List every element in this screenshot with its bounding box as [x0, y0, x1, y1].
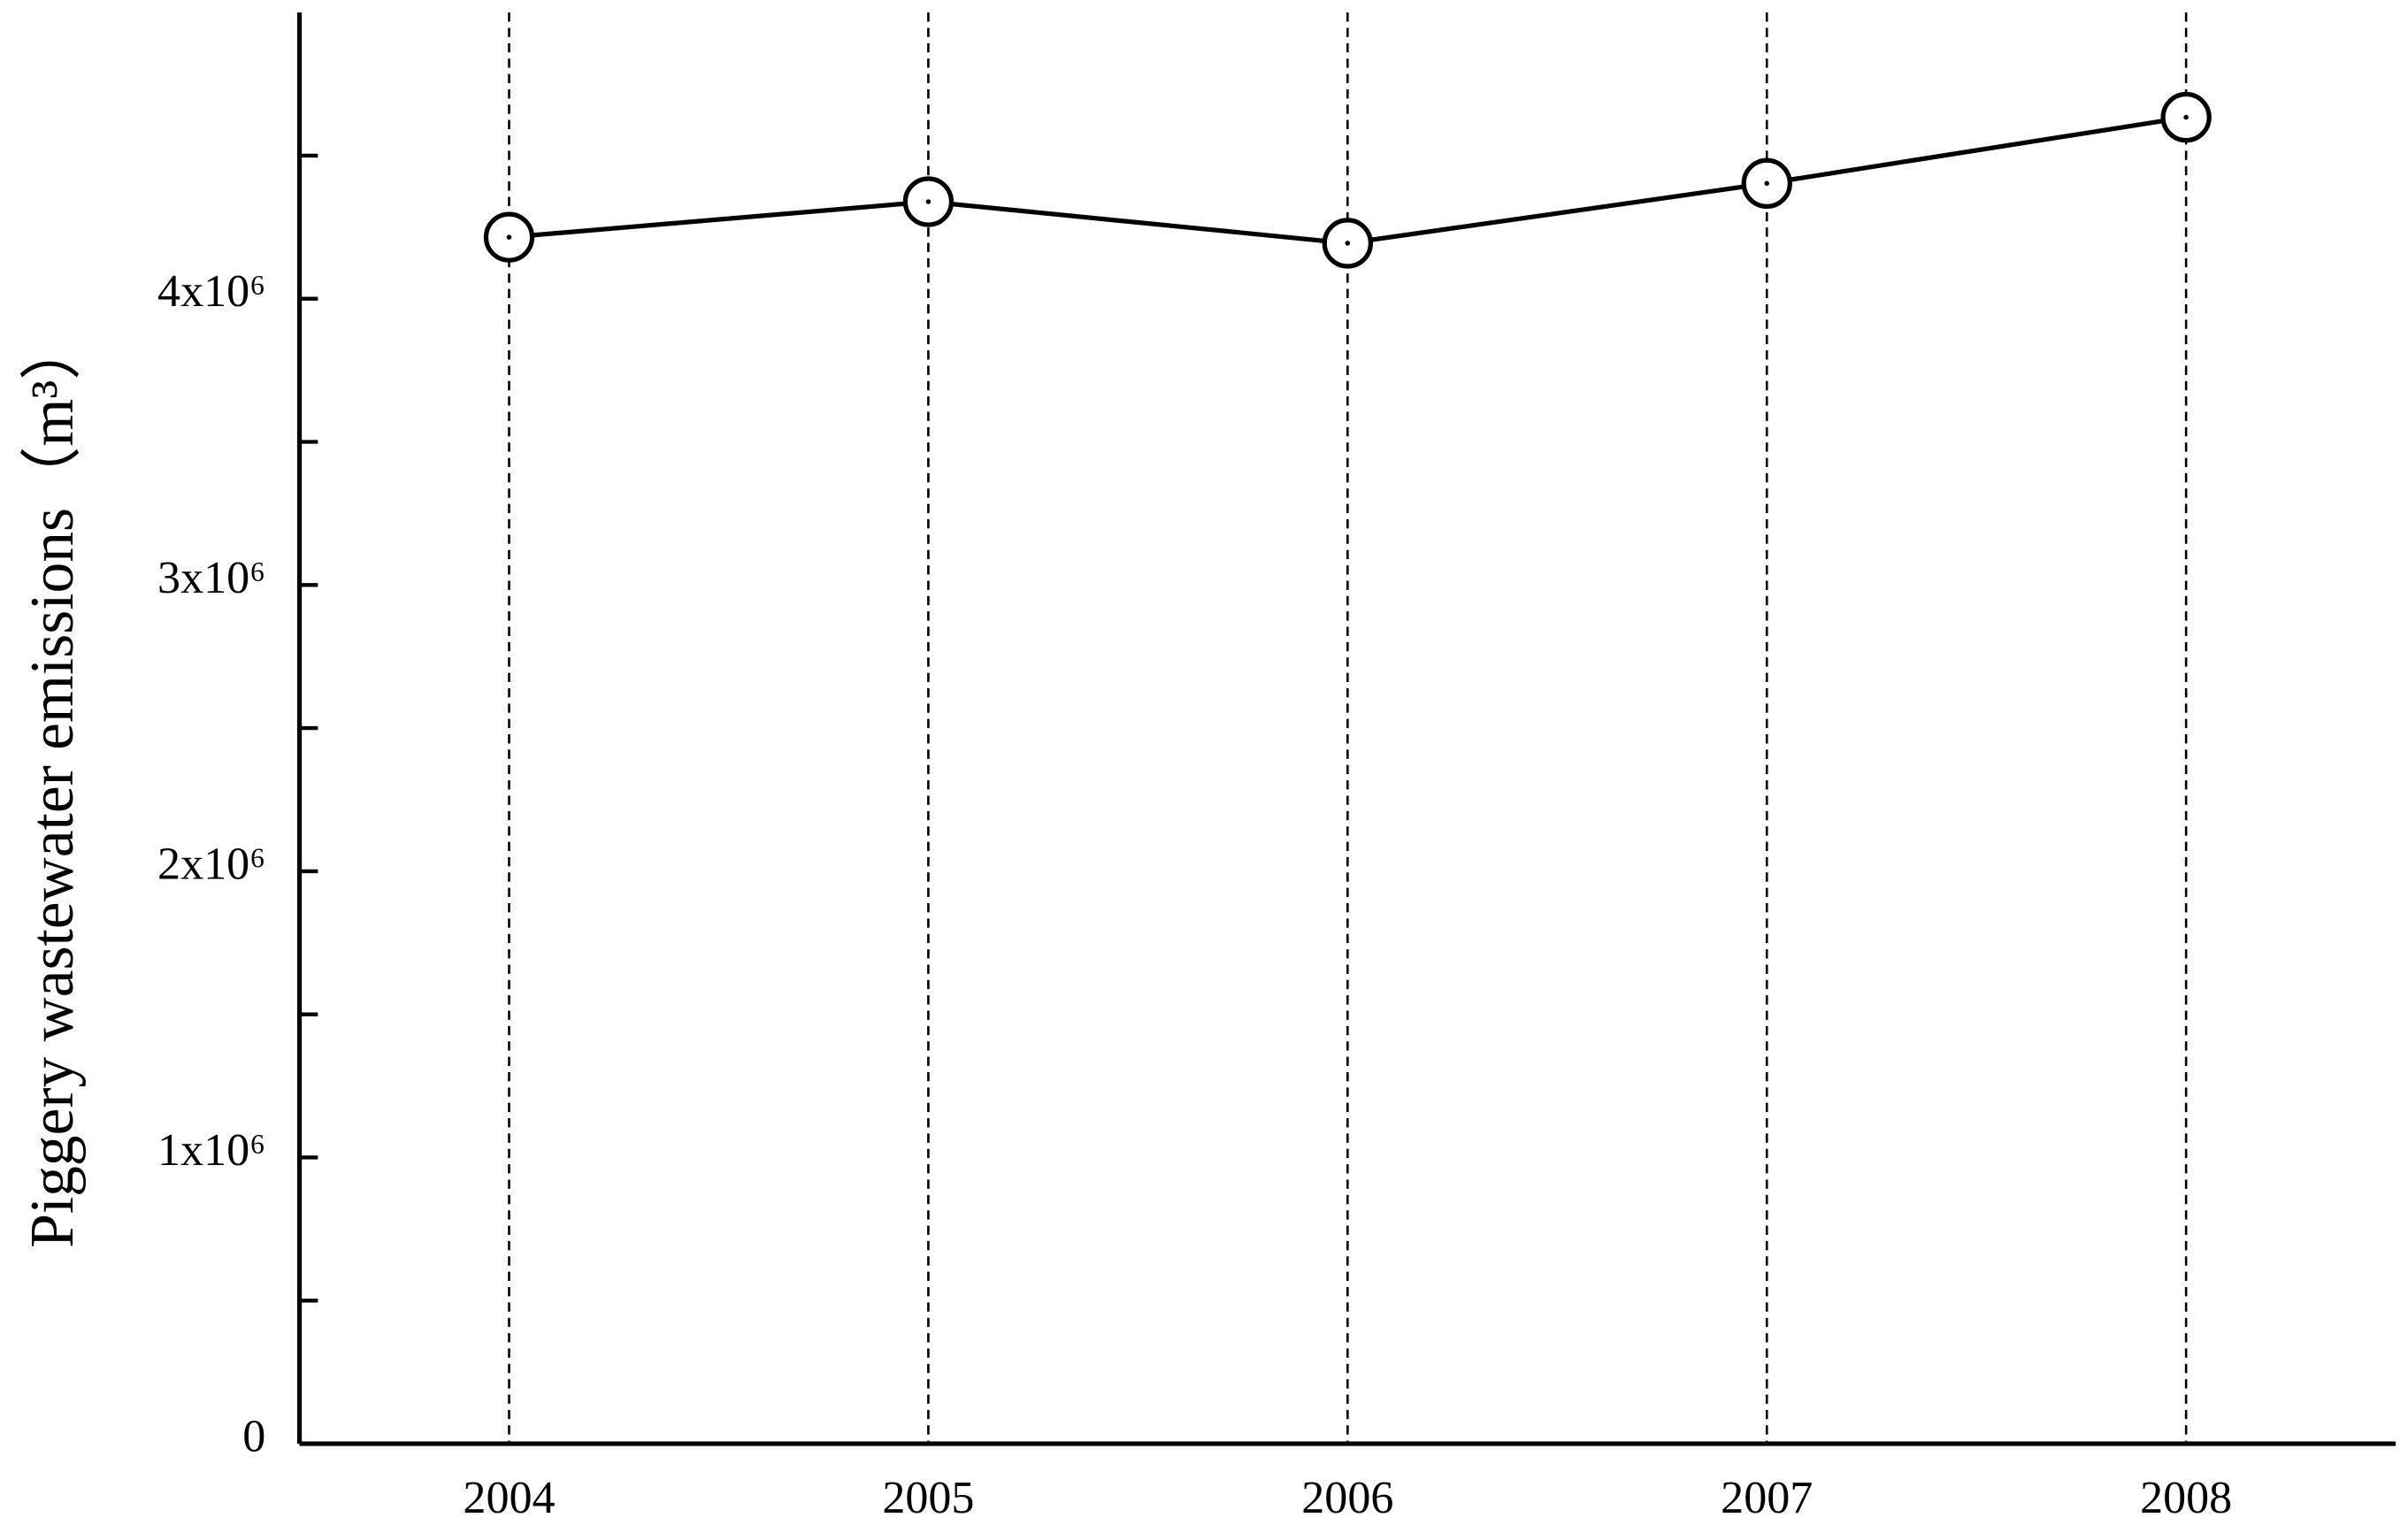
marker-dot	[506, 234, 512, 240]
y-tick-label: 0	[242, 1412, 265, 1462]
x-tick-label: 2006	[1301, 1473, 1393, 1523]
y-tick-label: 3x10⁶	[157, 553, 265, 603]
x-tick-label: 2007	[1721, 1473, 1813, 1523]
marker-dot	[925, 199, 932, 204]
marker-dot	[1764, 180, 1770, 187]
marker-dot	[2183, 114, 2189, 120]
y-tick-label: 2x10⁶	[157, 839, 265, 889]
x-tick-label: 2008	[2140, 1473, 2232, 1523]
y-axis-label: Piggery wastewater emissions（m³）	[19, 318, 87, 1247]
x-tick-label: 2004	[463, 1473, 555, 1523]
x-tick-label: 2005	[882, 1473, 974, 1523]
y-tick-label: 4x10⁶	[157, 266, 265, 317]
marker-dot	[1345, 241, 1351, 246]
y-tick-label: 1x10⁶	[157, 1125, 265, 1176]
